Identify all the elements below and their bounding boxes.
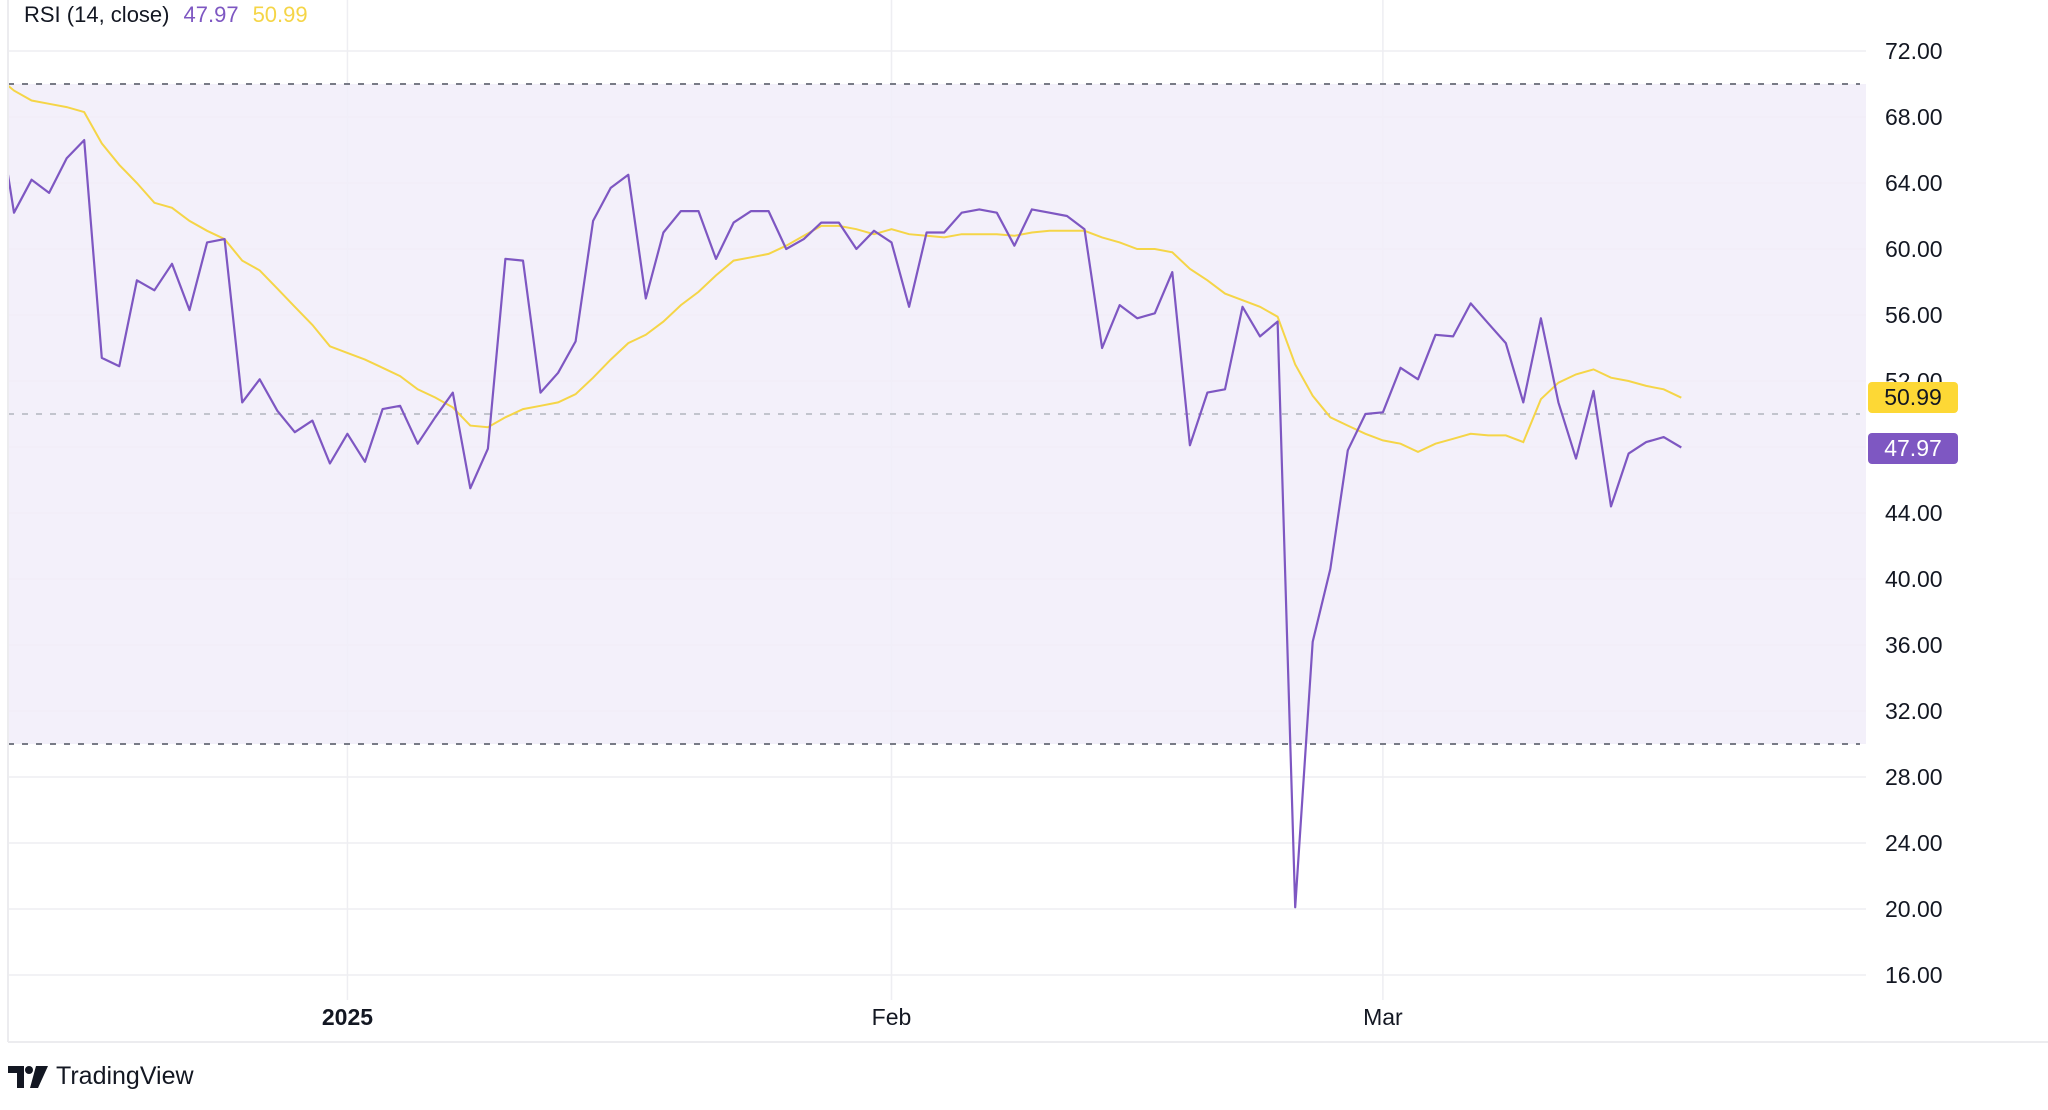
rsi-price-badge: 47.97: [1868, 433, 1958, 464]
y-tick-label: 36.00: [1885, 632, 1943, 658]
x-tick-label: Mar: [1363, 1004, 1403, 1030]
ma-value: 50.99: [252, 2, 308, 27]
y-tick-label: 32.00: [1885, 698, 1943, 724]
x-tick-label: 2025: [322, 1004, 373, 1030]
ma-price-badge: 50.99: [1868, 382, 1958, 413]
y-tick-label: 60.00: [1885, 236, 1943, 262]
y-tick-label: 20.00: [1885, 896, 1943, 922]
ma-line: [7, 84, 1682, 454]
y-tick-label: 72.00: [1885, 38, 1943, 64]
y-tick-label: 24.00: [1885, 830, 1943, 856]
tradingview-icon: [8, 1065, 48, 1088]
rsi-value: 47.97: [183, 2, 239, 27]
rsi-band-lines: [8, 83, 1860, 745]
indicator-title: RSI (14, close): [24, 2, 170, 27]
y-tick-label: 44.00: [1885, 500, 1943, 526]
y-tick-label: 28.00: [1885, 764, 1943, 790]
tradingview-logo[interactable]: TradingView: [8, 1062, 194, 1091]
y-tick-label: 68.00: [1885, 104, 1943, 130]
y-tick-label: 16.00: [1885, 962, 1943, 988]
y-tick-label: 56.00: [1885, 302, 1943, 328]
price-axis[interactable]: 72.0068.0064.0060.0056.0052.0044.0040.00…: [1885, 38, 1943, 988]
indicator-legend[interactable]: RSI (14, close) 47.97 50.99: [24, 0, 308, 30]
y-tick-label: 64.00: [1885, 170, 1943, 196]
rsi-line: [6, 139, 1682, 909]
x-tick-label: Feb: [872, 1004, 912, 1030]
time-axis[interactable]: 2025 Feb Mar: [322, 1004, 1403, 1030]
y-tick-label: 40.00: [1885, 566, 1943, 592]
brand-name: TradingView: [56, 1062, 194, 1090]
